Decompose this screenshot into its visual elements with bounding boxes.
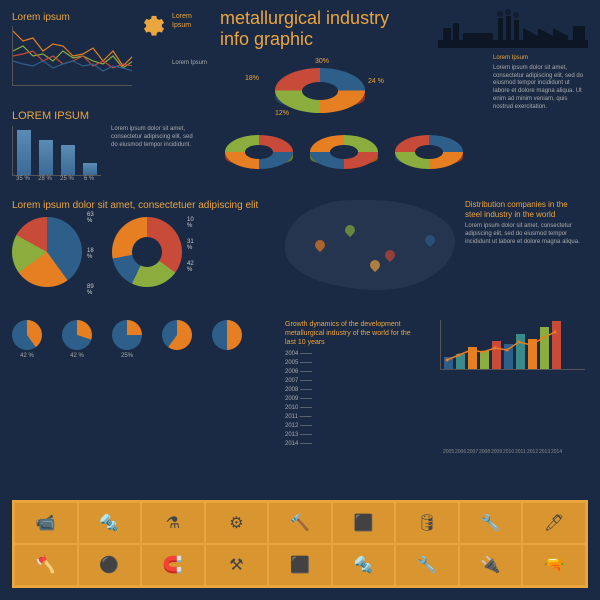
growth-heading: Growth dynamics of the development metal… bbox=[285, 320, 415, 347]
small-pie bbox=[212, 320, 242, 375]
tool-icon: 🧲 bbox=[142, 545, 204, 585]
growth-bar bbox=[516, 334, 525, 369]
bar bbox=[39, 140, 53, 175]
tool-icon: 🔌 bbox=[460, 545, 522, 585]
growth-combo-chart bbox=[440, 320, 585, 370]
bar-chart-section: LOREM IPSUM 35 %28 %25 %6 % Lorem ipsum … bbox=[12, 110, 212, 190]
tool-icon: 🔧 bbox=[460, 503, 522, 543]
small-pie: 42 % bbox=[12, 320, 42, 375]
main-title: metallurgical industry info graphic bbox=[220, 8, 389, 50]
map-pin bbox=[343, 223, 357, 237]
tool-icon: ⚗ bbox=[142, 503, 204, 543]
tool-icon: 🔧 bbox=[396, 545, 458, 585]
donut-section: 30% 24 % 18% 12% bbox=[220, 60, 470, 190]
tool-icon: 🔨 bbox=[269, 503, 331, 543]
tool-icon: ⚫ bbox=[79, 545, 141, 585]
small-pie: 42 % bbox=[62, 320, 92, 375]
small-pie bbox=[162, 320, 192, 375]
growth-bar bbox=[456, 354, 465, 369]
growth-bar bbox=[540, 327, 549, 369]
tool-icon: ⚙ bbox=[206, 503, 268, 543]
growth-section: Growth dynamics of the development metal… bbox=[285, 320, 585, 390]
tool-icon: 🔩 bbox=[333, 545, 395, 585]
line-chart bbox=[12, 26, 132, 86]
pie-section: Lorem ipsum dolor sit amet, consectetuer… bbox=[12, 200, 282, 320]
world-map bbox=[285, 200, 455, 290]
bar bbox=[83, 163, 97, 175]
growth-bar bbox=[444, 357, 453, 369]
tool-icon: 🛢 bbox=[396, 503, 458, 543]
tool-icon: 🔫 bbox=[523, 545, 585, 585]
gear-label: Lorem Ipsum Lorem Ipsum bbox=[172, 12, 212, 68]
tool-icon: ⚒ bbox=[206, 545, 268, 585]
tool-icon: 🪓 bbox=[15, 545, 77, 585]
growth-bar bbox=[480, 351, 489, 369]
bar bbox=[61, 145, 75, 175]
growth-bar bbox=[528, 339, 537, 369]
map-pin bbox=[383, 248, 397, 262]
small-pie-row: 42 % 42 % 25% bbox=[12, 320, 292, 375]
bar-chart-heading: LOREM IPSUM bbox=[12, 110, 212, 122]
map-lorem: Lorem ipsum dolor sit amet, consectetur … bbox=[465, 223, 580, 246]
tools-grid: 📹🔩⚗⚙🔨⬛🛢🔧🖊🪓⚫🧲⚒⬛🔩🔧🔌🔫 bbox=[12, 500, 588, 588]
pie-chart bbox=[12, 217, 82, 287]
map-pin bbox=[368, 258, 382, 272]
bar-lorem: Lorem ipsum dolor sit amet, consectetur … bbox=[111, 126, 201, 182]
map-pin bbox=[423, 233, 437, 247]
growth-bar bbox=[552, 321, 561, 369]
map-heading: Distribution companies in the steel indu… bbox=[465, 200, 580, 219]
growth-bar bbox=[492, 341, 501, 369]
bar bbox=[17, 130, 31, 175]
factory-icon bbox=[438, 8, 588, 48]
tool-icon: 📹 bbox=[15, 503, 77, 543]
growth-bar bbox=[504, 344, 513, 369]
tool-icon: ⬛ bbox=[333, 503, 395, 543]
map-section: Distribution companies in the steel indu… bbox=[285, 200, 585, 315]
tool-icon: 🔩 bbox=[79, 503, 141, 543]
tool-icon: 🖊 bbox=[523, 503, 585, 543]
tool-icon: ⬛ bbox=[269, 545, 331, 585]
gear-icon bbox=[140, 10, 168, 38]
pie-heading: Lorem ipsum dolor sit amet, consectetuer… bbox=[12, 200, 282, 211]
growth-bar bbox=[468, 347, 477, 369]
small-pie: 25% bbox=[112, 320, 142, 375]
pie-chart bbox=[112, 217, 182, 287]
map-pin bbox=[313, 238, 327, 252]
right-lorem-1: Lorem Ipsum Lorem ipsum dolor sit amet, … bbox=[493, 55, 588, 112]
bar-chart bbox=[12, 126, 101, 176]
